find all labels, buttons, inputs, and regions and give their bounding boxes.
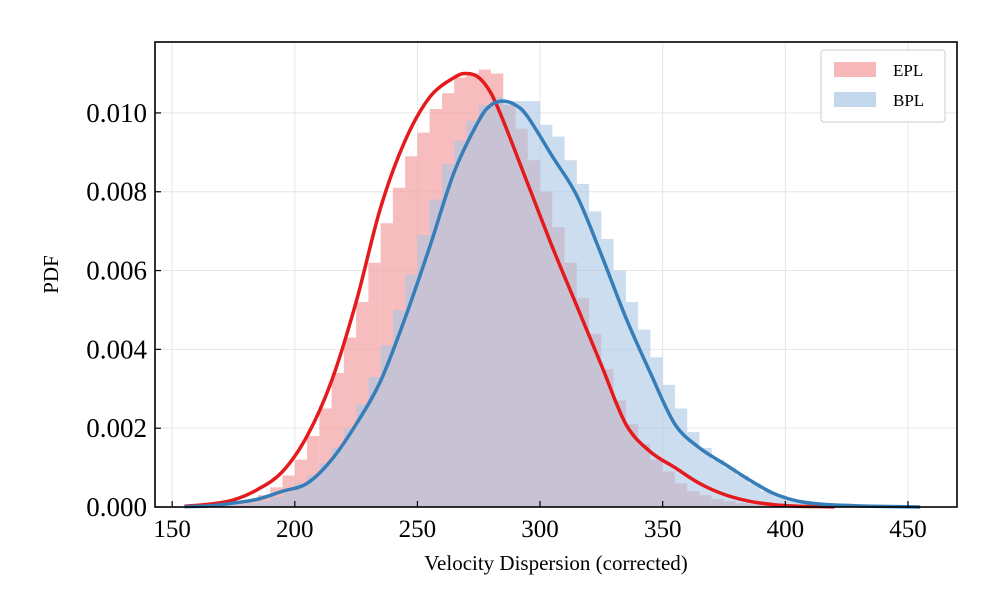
x-tick-label: 350: [644, 516, 682, 543]
histogram-bar-bpl: [515, 101, 528, 507]
series-bpl-bars: [184, 97, 933, 508]
y-tick-label: 0.002: [86, 413, 147, 443]
histogram-bar-bpl: [625, 302, 639, 507]
y-tick-label: 0.010: [86, 98, 147, 128]
histogram-bar-bpl: [441, 164, 455, 507]
x-tick-label: 250: [399, 516, 437, 543]
histogram-bar-bpl: [576, 183, 590, 507]
y-axis-label: PDF: [39, 255, 63, 294]
histogram-bar-bpl: [724, 467, 737, 507]
y-tick-label: 0.004: [86, 334, 147, 364]
legend-swatch-bpl: [834, 92, 876, 107]
x-axis-ticks: 150 200 250 300 350 400 450: [153, 501, 927, 543]
histogram-bar-bpl: [454, 140, 467, 507]
legend-label-bpl: BPL: [893, 91, 924, 110]
histogram-bar-bpl: [687, 432, 700, 507]
histogram-bar-bpl: [356, 404, 369, 507]
plot-frame: [154, 41, 958, 508]
histogram-bar-bpl: [270, 497, 283, 507]
histogram-bar-bpl: [380, 345, 393, 507]
histogram-bar-bpl: [319, 463, 332, 507]
x-tick-label: 400: [767, 516, 805, 543]
histogram-bar-bpl: [785, 499, 798, 507]
histogram-bar-bpl: [417, 235, 430, 508]
histogram-bar-bpl: [233, 504, 246, 507]
series-bpl-kde: [184, 99, 921, 509]
histogram-bar-bpl: [613, 270, 626, 507]
histogram-bar-bpl: [674, 408, 688, 507]
histogram-bar-bpl: [564, 160, 577, 507]
histogram-bar-bpl: [711, 459, 725, 507]
legend-swatch-epl: [834, 62, 876, 77]
kde-line-bpl: [184, 99, 921, 509]
histogram-bar-bpl: [429, 199, 442, 507]
y-tick-label: 0.000: [86, 492, 147, 522]
y-tick-label: 0.006: [86, 256, 147, 286]
histogram-bar-bpl: [331, 447, 344, 507]
histogram-bar-bpl: [601, 239, 614, 507]
y-axis-ticks: 0.000 0.002 0.004 0.006 0.008 0.010: [86, 98, 161, 522]
histogram-bar-bpl: [343, 428, 357, 507]
histogram-bar-bpl: [294, 483, 308, 507]
histogram-bar-bpl: [368, 376, 381, 507]
histogram-bar-bpl: [282, 491, 295, 507]
legend-label-epl: EPL: [893, 61, 923, 80]
histogram-bar-bpl: [392, 309, 406, 507]
x-tick-label: 150: [153, 516, 191, 543]
histogram-bar-bpl: [589, 211, 602, 507]
histogram-bar-bpl: [699, 447, 712, 507]
histogram-bar-bpl: [527, 101, 541, 507]
histogram-bar-bpl: [638, 329, 651, 507]
histogram-bar-bpl: [540, 124, 553, 507]
histogram-bar-bpl: [773, 495, 786, 507]
histogram-bar-bpl: [662, 384, 675, 507]
histogram-bar-bpl: [797, 501, 810, 507]
histogram-bar-bpl: [405, 274, 418, 507]
x-tick-label: 450: [889, 516, 927, 543]
histogram-bar-bpl: [491, 97, 504, 507]
histogram-bar-bpl: [552, 136, 565, 507]
x-axis-label: Velocity Dispersion (corrected): [424, 551, 688, 575]
legend-box: [820, 49, 946, 123]
x-tick-label: 300: [521, 516, 559, 543]
histogram-bar-bpl: [258, 501, 271, 507]
x-tick-label: 200: [276, 516, 314, 543]
y-tick-label: 0.008: [86, 177, 147, 207]
histogram-bar-bpl: [466, 120, 479, 507]
histogram-bar-bpl: [478, 105, 492, 508]
histogram-bar-bpl: [245, 503, 259, 507]
histogram-bar-bpl: [503, 101, 516, 507]
legend: EPL BPL: [820, 49, 946, 123]
